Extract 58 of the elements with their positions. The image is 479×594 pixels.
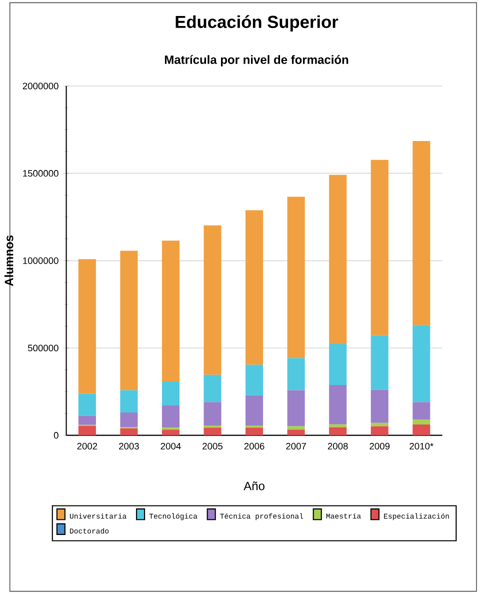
x-tick-label: 2008 <box>328 442 348 450</box>
bar <box>370 422 388 426</box>
y-axis-title: Alumnos <box>4 235 14 286</box>
chart-title: Educación Superior <box>176 15 338 32</box>
bar <box>162 405 180 428</box>
x-tick-label: 2007 <box>286 442 306 450</box>
bar <box>204 428 222 435</box>
bar <box>328 427 347 435</box>
bar <box>120 428 138 435</box>
bar <box>412 325 430 402</box>
bar <box>412 420 430 424</box>
bar <box>162 240 180 382</box>
bar <box>287 390 305 426</box>
bar <box>245 364 263 396</box>
bar <box>204 225 222 375</box>
bar <box>412 141 430 326</box>
bar <box>162 430 180 435</box>
bar <box>245 395 263 426</box>
bar <box>412 424 430 435</box>
x-tick-label: 2002 <box>77 442 98 450</box>
bar <box>287 196 305 358</box>
bar <box>120 250 138 390</box>
y-tick-label: 2000000 <box>22 82 58 90</box>
x-tick-label: 2010* <box>410 442 434 450</box>
bar <box>412 402 430 420</box>
bar <box>120 412 138 428</box>
bar <box>328 424 347 428</box>
x-tick-label: 2003 <box>118 442 139 450</box>
bar <box>370 335 388 390</box>
bar <box>287 426 305 430</box>
x-tick-label: 2004 <box>160 442 181 450</box>
bar <box>287 430 305 435</box>
x-tick-label: 2006 <box>244 442 264 450</box>
y-tick-label: 0 <box>54 432 58 439</box>
bar <box>120 390 138 412</box>
chart-subtitle: Matrícula por nivel de formación <box>164 55 348 66</box>
y-tick-label: 1500000 <box>23 170 58 177</box>
bar <box>204 402 222 426</box>
bar <box>78 416 96 425</box>
bar <box>370 160 388 336</box>
y-tick-label: 500000 <box>28 344 58 352</box>
bar <box>245 210 263 365</box>
x-tick-label: 2009 <box>370 442 390 450</box>
x-tick-label: 2005 <box>202 442 222 450</box>
bar <box>162 382 180 406</box>
y-tick-label: 1000000 <box>23 257 58 264</box>
bar <box>328 344 347 386</box>
bar <box>370 426 388 435</box>
bar <box>287 358 305 390</box>
bar <box>78 426 96 435</box>
bar <box>328 385 347 424</box>
x-axis-title: Año <box>244 481 264 490</box>
bar <box>370 390 388 423</box>
bar <box>204 374 222 402</box>
bar <box>328 174 347 344</box>
bar <box>78 259 96 394</box>
bar <box>78 394 96 416</box>
bar <box>245 428 263 435</box>
